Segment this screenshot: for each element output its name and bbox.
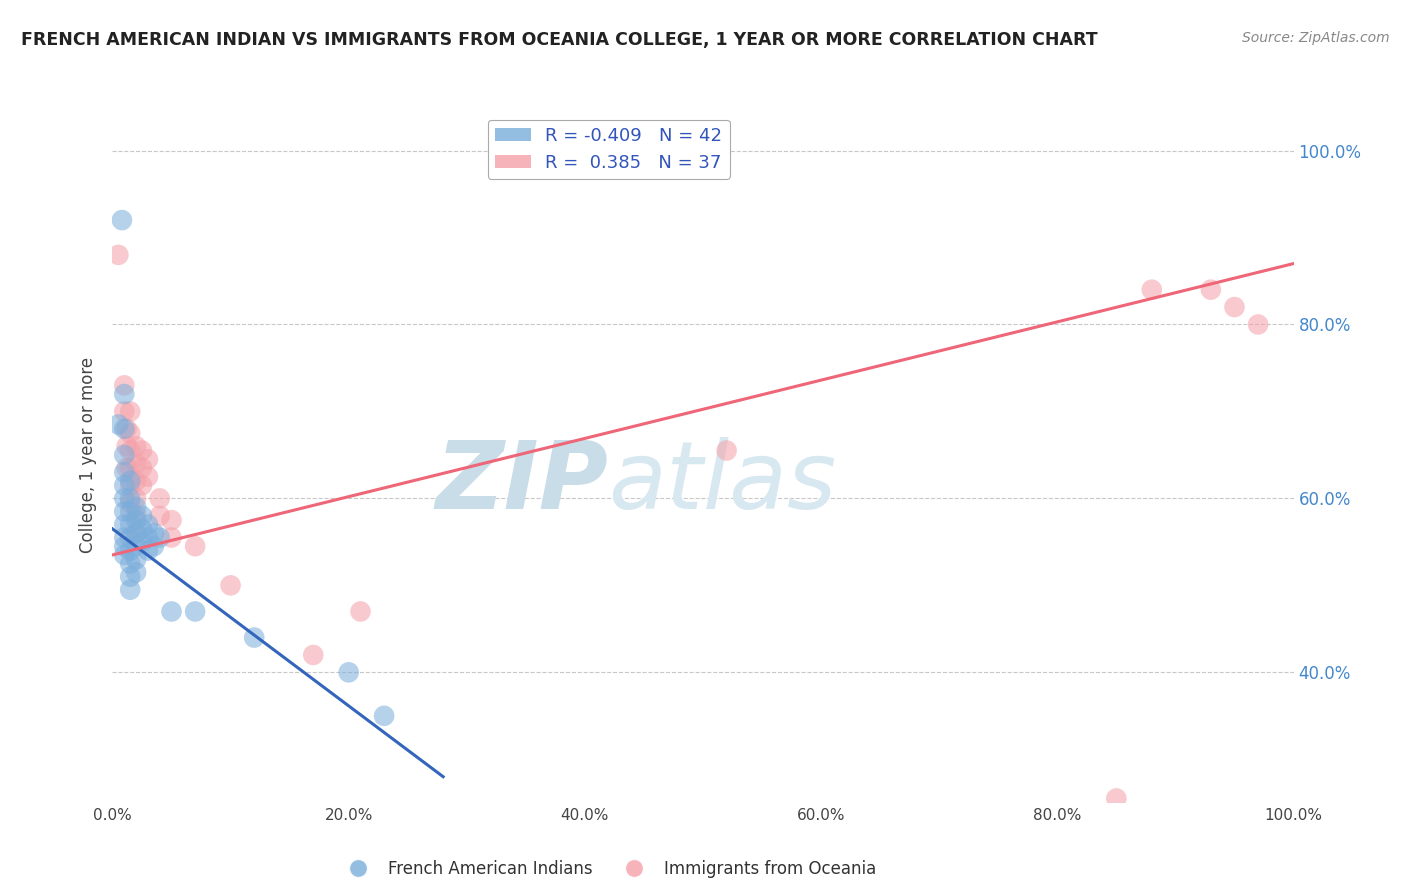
Point [112,539,135,553]
Point [120,496,142,510]
Point [160,513,183,527]
Point [149,491,172,506]
Point [125,491,148,506]
Point [120,531,142,545]
Point [112,448,135,462]
Point [112,504,135,518]
Point [125,526,148,541]
Point [131,522,153,536]
Point [243,631,266,645]
Point [107,417,129,432]
Point [120,426,142,441]
Point [125,513,148,527]
Point [120,478,142,492]
Point [120,504,142,518]
Point [184,539,207,553]
Point [219,578,242,592]
Point [160,605,183,619]
Point [302,648,325,662]
Point [1140,283,1163,297]
Point [136,469,159,483]
Point [112,517,135,532]
Point [120,543,142,558]
Point [125,500,148,514]
Point [125,552,148,566]
Text: FRENCH AMERICAN INDIAN VS IMMIGRANTS FROM OCEANIA COLLEGE, 1 YEAR OR MORE CORREL: FRENCH AMERICAN INDIAN VS IMMIGRANTS FRO… [21,31,1098,49]
Point [120,404,142,418]
Point [107,248,129,262]
Point [716,443,738,458]
Point [136,543,159,558]
Point [125,439,148,453]
Point [131,508,153,523]
Point [1247,318,1270,332]
Point [125,566,148,580]
Point [373,708,395,723]
Point [131,443,153,458]
Point [337,665,360,680]
Point [112,478,135,492]
Point [136,531,159,545]
Point [149,531,172,545]
Point [125,457,148,471]
Legend: French American Indians, Immigrants from Oceania: French American Indians, Immigrants from… [335,854,883,885]
Point [112,548,135,562]
Point [112,491,135,506]
Point [111,213,134,227]
Point [120,491,142,506]
Point [136,517,159,532]
Point [1105,791,1128,805]
Point [120,557,142,571]
Point [149,508,172,523]
Point [112,466,135,480]
Point [142,526,165,541]
Point [115,439,138,453]
Point [112,387,135,401]
Y-axis label: College, 1 year or more: College, 1 year or more [79,357,97,553]
Point [115,422,138,436]
Point [184,605,207,619]
Point [131,534,153,549]
Point [136,452,159,467]
Point [120,461,142,475]
Point [125,508,148,523]
Point [120,517,142,532]
Point [125,539,148,553]
Point [112,422,135,436]
Point [125,474,148,488]
Point [1199,283,1222,297]
Point [1223,300,1246,314]
Point [112,531,135,545]
Point [120,443,142,458]
Point [160,531,183,545]
Point [112,378,135,392]
Text: atlas: atlas [609,437,837,528]
Point [349,605,371,619]
Text: Source: ZipAtlas.com: Source: ZipAtlas.com [1241,31,1389,45]
Point [112,404,135,418]
Point [115,461,138,475]
Point [125,526,148,541]
Point [131,461,153,475]
Point [142,539,165,553]
Point [131,478,153,492]
Text: ZIP: ZIP [436,437,609,529]
Point [120,570,142,584]
Point [120,582,142,597]
Point [120,474,142,488]
